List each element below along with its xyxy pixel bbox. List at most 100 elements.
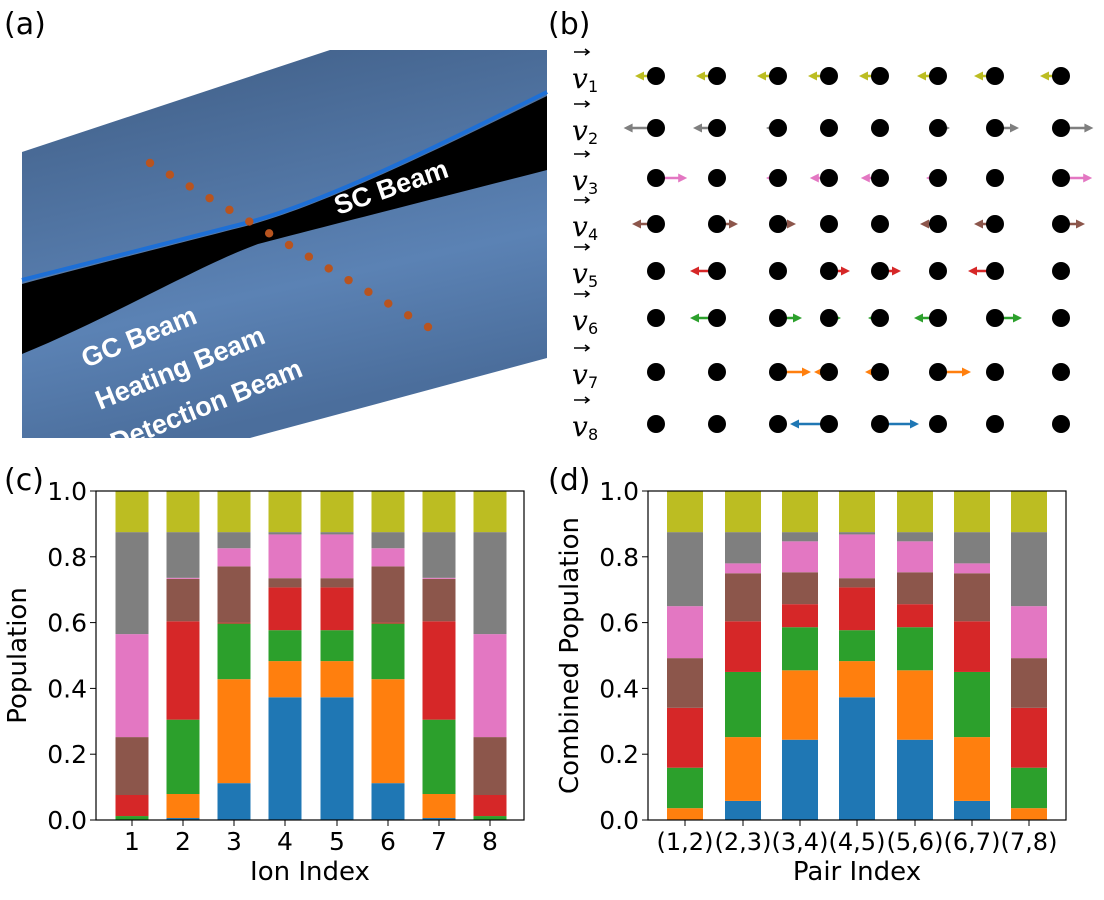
vector-arrow-icon — [574, 344, 591, 352]
x-tick-label: (7,8) — [1001, 828, 1058, 856]
x-tick-label: (6,7) — [944, 828, 1001, 856]
ion — [165, 170, 175, 179]
bar-segment — [268, 532, 302, 535]
bar-segment — [897, 604, 933, 628]
vector-arrow-icon — [574, 290, 591, 298]
bar-segment — [1011, 658, 1047, 708]
bar-segment — [217, 548, 251, 567]
bar-segment — [667, 658, 703, 708]
mode-label-subscript: 8 — [588, 425, 598, 444]
bar-segment — [667, 767, 703, 809]
ion — [769, 415, 787, 433]
ion — [324, 264, 333, 273]
bar-segment — [371, 491, 405, 533]
arrow-head — [1083, 173, 1093, 183]
ion — [986, 262, 1004, 280]
ion — [986, 215, 1004, 233]
bar-segment — [166, 577, 200, 579]
bar-segment — [1011, 491, 1047, 533]
bar-segment — [839, 491, 875, 533]
bar-segment — [954, 573, 990, 622]
mode-label-v: v — [572, 358, 588, 391]
ion — [769, 215, 787, 233]
ion — [986, 119, 1004, 137]
arrow-head — [790, 419, 799, 429]
mode-label-subscript: 6 — [588, 319, 598, 338]
mode-label-subscript: 7 — [588, 373, 598, 392]
bar-segment — [371, 532, 405, 549]
ion — [1052, 67, 1070, 85]
bar-segment — [667, 707, 703, 768]
x-tick-label: (5,6) — [887, 828, 944, 856]
y-axis-label: Combined Population — [555, 517, 585, 794]
arrow-head — [892, 266, 901, 276]
bar-segment — [422, 719, 456, 795]
ion — [264, 229, 274, 238]
x-tick-label: 3 — [226, 827, 242, 856]
bar-segment — [166, 621, 200, 720]
bar-segment — [725, 621, 761, 672]
bar-segment — [422, 578, 456, 622]
panel-label-b: (b) — [548, 7, 590, 42]
ion — [929, 119, 947, 137]
bar-segment — [320, 630, 354, 662]
bar-segment — [371, 623, 405, 680]
ion — [871, 415, 889, 433]
y-tick-label: 0.4 — [47, 674, 87, 703]
y-tick-label: 0.4 — [599, 674, 639, 703]
bar-segment — [782, 572, 818, 605]
arrow-head — [974, 219, 983, 229]
plot-frame — [95, 490, 525, 821]
bar-segment — [371, 548, 405, 567]
ion — [708, 415, 726, 433]
ion — [708, 215, 726, 233]
ion — [708, 67, 726, 85]
mode-label-subscript: 3 — [588, 179, 598, 198]
bar-segment — [320, 587, 354, 631]
bar-segment — [422, 621, 456, 720]
bar-segment — [422, 577, 456, 579]
bar-segment — [725, 491, 761, 533]
bar-segment — [422, 794, 456, 819]
bar-segment — [268, 661, 302, 698]
ion — [871, 169, 889, 187]
ion — [986, 169, 1004, 187]
ion — [769, 262, 787, 280]
vector-arrow-icon — [574, 396, 591, 404]
ion — [384, 299, 393, 308]
ion — [820, 215, 838, 233]
ion — [225, 205, 234, 215]
ion — [986, 363, 1004, 381]
bar-segment — [782, 670, 818, 740]
ion — [820, 262, 838, 280]
bar-segment — [115, 634, 149, 738]
ion — [929, 215, 947, 233]
ion — [929, 415, 947, 433]
ion — [929, 309, 947, 327]
x-tick-label: (3,4) — [772, 828, 829, 856]
ion — [1052, 415, 1070, 433]
bar-segment — [371, 622, 405, 624]
ion — [708, 309, 726, 327]
bar-segment — [839, 630, 875, 662]
bar-segment — [897, 739, 933, 820]
arrow-head — [729, 219, 738, 229]
mode-label-v: v — [572, 210, 588, 243]
bar-segment — [897, 491, 933, 533]
x-tick-label: (2,3) — [715, 828, 772, 856]
mode-label-v: v — [572, 62, 588, 95]
ion — [708, 169, 726, 187]
bar-segment — [839, 534, 875, 579]
ion — [1052, 309, 1070, 327]
bar-segment — [268, 491, 302, 533]
mode-label-v: v — [572, 164, 588, 197]
bar-segment — [954, 621, 990, 672]
ion-chain — [145, 158, 433, 332]
bar-segment — [954, 563, 990, 574]
x-tick-label: 8 — [482, 827, 498, 856]
bar-segment — [782, 541, 818, 573]
arrow-head — [793, 313, 802, 323]
arrow-head — [962, 367, 971, 377]
ion — [820, 119, 838, 137]
plot-frame — [647, 490, 1067, 821]
